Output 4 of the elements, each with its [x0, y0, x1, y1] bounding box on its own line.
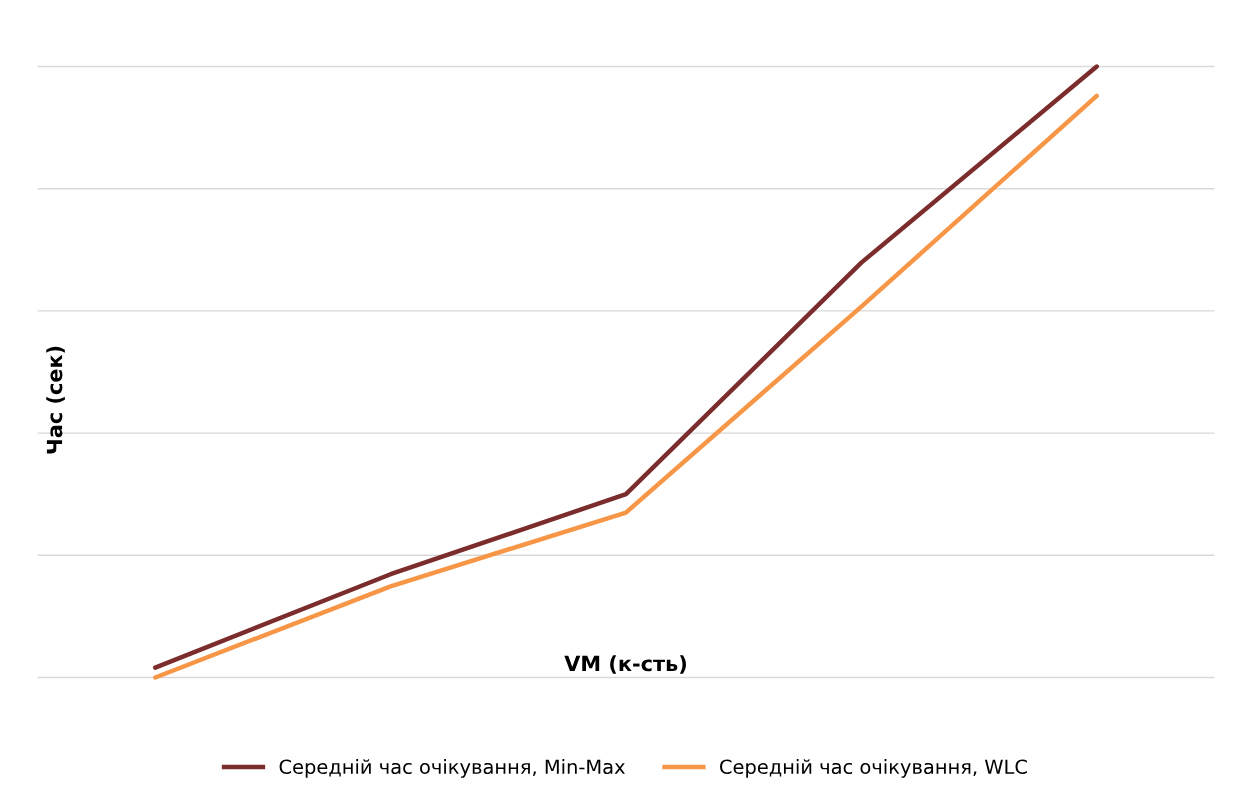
y-axis-title: Час (сек)	[46, 346, 65, 454]
legend-label: Середній час очікування, Min-Max	[279, 759, 625, 778]
x-axis-title: VM (к-сть)	[564, 655, 686, 674]
legend-label: Середній час очікування, WLC	[720, 759, 1027, 778]
